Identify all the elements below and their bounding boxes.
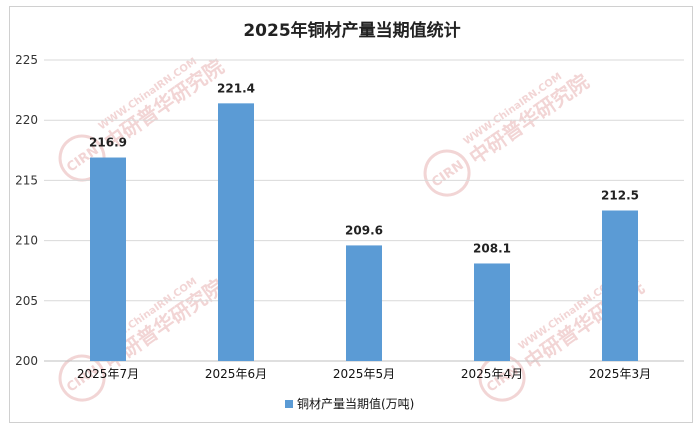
chart-frame: CIRN WWW.ChinaIRN.COM 中研普华研究院 CIRN WWW.China… — [9, 6, 693, 423]
bar — [218, 103, 254, 362]
bar — [474, 263, 510, 361]
x-tick-label: 2025年4月 — [461, 367, 523, 381]
bar — [90, 157, 126, 361]
watermark-cn: 中研普华研究院 — [465, 69, 593, 169]
legend-swatch — [285, 400, 293, 408]
x-tick-label: 2025年5月 — [333, 367, 395, 381]
y-tick-label: 215 — [15, 173, 38, 187]
data-label: 221.4 — [217, 81, 255, 95]
legend-label: 铜材产量当期值(万吨) — [297, 396, 414, 411]
watermark-logo: CIRN — [429, 158, 467, 191]
data-label: 212.5 — [601, 189, 639, 203]
bar — [602, 210, 638, 361]
x-axis: 2025年7月 2025年6月 2025年5月 2025年4月 2025年3月 — [77, 367, 651, 381]
chart-title: 2025年铜材产量当期值统计 — [243, 20, 460, 41]
y-tick-label: 225 — [15, 53, 38, 67]
bar — [346, 245, 382, 361]
data-label: 208.1 — [473, 241, 511, 255]
data-label: 209.6 — [345, 223, 383, 237]
y-tick-label: 205 — [15, 294, 38, 308]
y-tick-label: 210 — [15, 234, 38, 248]
y-tick-label: 220 — [15, 113, 38, 127]
bars: 216.9 221.4 209.6 208.1 212.5 — [89, 81, 639, 362]
legend: 铜材产量当期值(万吨) — [285, 396, 414, 411]
x-tick-label: 2025年3月 — [589, 367, 651, 381]
x-tick-label: 2025年6月 — [205, 367, 267, 381]
data-label: 216.9 — [89, 136, 127, 150]
x-tick-label: 2025年7月 — [77, 367, 139, 381]
y-axis: 200 205 210 215 220 225 — [15, 53, 38, 368]
y-tick-label: 200 — [15, 354, 38, 368]
